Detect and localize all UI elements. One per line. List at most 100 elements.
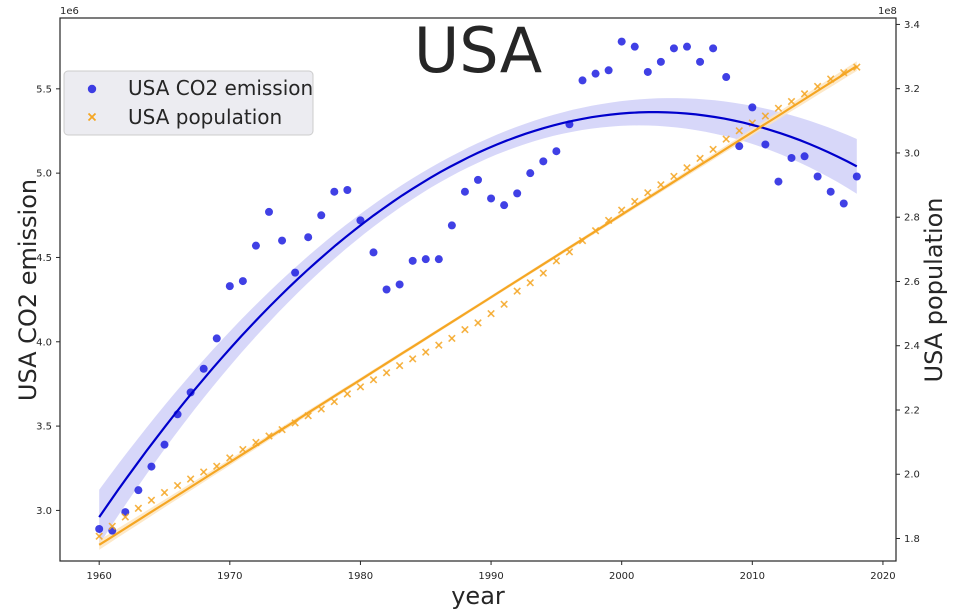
left-y-tick-label: 5.0 — [36, 169, 52, 180]
co2-point — [800, 152, 809, 161]
left-y-tick-label: 3.5 — [36, 422, 52, 433]
co2-point — [317, 211, 326, 220]
left-y-tick-label: 4.0 — [36, 337, 52, 348]
left-y-axis-ticks: 3.0 3.5 4.0 4.5 5.0 5.5 — [36, 84, 60, 517]
population-point — [199, 468, 208, 476]
co2-confidence-band — [99, 98, 857, 545]
plot-frame — [59, 17, 897, 562]
co2-fit-line — [98, 111, 858, 518]
co2-point — [225, 282, 234, 291]
population-point-stroke — [500, 300, 508, 309]
co2-point — [147, 462, 156, 471]
co2-point — [278, 236, 287, 245]
population-point — [369, 376, 378, 384]
fit-lines — [98, 65, 858, 546]
left-y-tick-label: 4.5 — [36, 253, 52, 264]
legend-marker-co2 — [87, 84, 97, 94]
population-point — [108, 522, 117, 531]
co2-point — [487, 194, 496, 203]
x-tick-label: 1990 — [478, 571, 503, 582]
x-tick-label: 2000 — [609, 571, 634, 582]
population-point-stroke — [487, 309, 495, 318]
population-point-stroke — [644, 189, 652, 197]
population-point — [160, 488, 169, 497]
population-point-stroke — [787, 97, 796, 106]
right-y-tick-label: 2.6 — [904, 277, 920, 288]
population-point-stroke — [226, 454, 234, 462]
co2-point — [304, 233, 313, 242]
population-point — [657, 180, 665, 189]
population-point-stroke — [134, 504, 143, 513]
co2-point — [251, 241, 260, 250]
population-point — [435, 341, 443, 349]
population-point-stroke — [382, 368, 391, 377]
right-y-tick-label: 3.4 — [904, 20, 920, 31]
x-tick-label: 1960 — [86, 571, 111, 582]
co2-point — [683, 42, 691, 51]
co2-point — [134, 486, 143, 495]
left-y-tick-label: 5.5 — [36, 84, 52, 95]
population-point — [683, 163, 691, 172]
x-tick-label: 2020 — [870, 571, 895, 582]
population-point-stroke — [800, 90, 809, 98]
right-y-tick-label: 1.8 — [904, 534, 920, 545]
right-axis-offset: 1e8 — [878, 6, 897, 17]
x-axis-ticks: 1960 1970 1980 1990 2000 2010 2020 — [86, 561, 896, 582]
population-point-stroke — [826, 75, 835, 83]
population-point-stroke — [160, 488, 169, 497]
legend-label-population: USA population — [128, 105, 282, 129]
population-point — [761, 112, 770, 120]
co2-point — [160, 440, 169, 449]
co2-point — [839, 199, 848, 208]
population-point — [408, 355, 417, 363]
population-point — [513, 287, 521, 295]
population-point — [500, 300, 508, 309]
co2-point — [709, 44, 718, 53]
population-point-stroke — [304, 412, 312, 420]
population-point-stroke — [369, 376, 378, 384]
co2-point — [852, 172, 861, 181]
population-point-stroke — [617, 206, 626, 214]
co2-point — [630, 42, 639, 51]
co2-point — [539, 157, 548, 166]
population-point-stroke — [421, 348, 430, 356]
co2-point — [604, 66, 613, 75]
population-point-stroke — [408, 355, 417, 363]
population-point-stroke — [252, 438, 260, 447]
population-point-stroke — [239, 445, 247, 454]
population-fit-line — [98, 65, 858, 546]
population-point-stroke — [448, 334, 456, 343]
population-point — [709, 145, 717, 154]
population-point-stroke — [343, 390, 352, 398]
population-point — [526, 278, 535, 287]
population-point-stroke — [173, 481, 182, 490]
population-point — [186, 475, 195, 483]
population-point-stroke — [565, 248, 574, 256]
co2-point — [552, 147, 561, 156]
legend-marker-population — [87, 112, 97, 122]
co2-point — [513, 189, 522, 198]
population-point — [735, 127, 744, 135]
co2-point — [343, 186, 352, 195]
co2-point — [669, 44, 678, 53]
co2-point — [696, 57, 705, 66]
co2-point — [291, 268, 300, 277]
population-point — [800, 90, 809, 98]
co2-point — [460, 187, 469, 196]
population-point-stroke — [604, 216, 613, 225]
x-axis-label: year — [451, 582, 505, 610]
co2-point — [186, 388, 195, 397]
population-point-stroke — [722, 135, 730, 143]
population-point — [330, 397, 339, 406]
co2-point — [238, 277, 247, 286]
chart-title: USA — [414, 14, 542, 87]
population-point-stroke — [552, 257, 561, 265]
legend-label-co2: USA CO2 emission — [128, 76, 313, 100]
co2-point — [813, 172, 822, 181]
population-point — [539, 269, 548, 277]
population-point-stroke — [513, 287, 521, 295]
right-y-tick-label: 2.2 — [904, 405, 920, 416]
population-point — [461, 325, 469, 334]
population-point — [343, 390, 352, 398]
co2-point — [265, 207, 273, 216]
